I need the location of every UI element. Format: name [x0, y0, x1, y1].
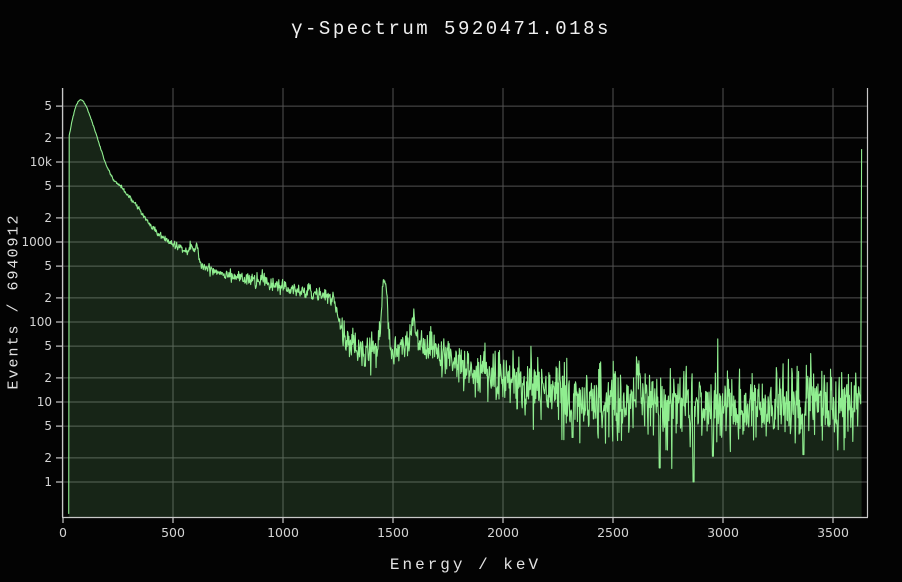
spectrum-trace: [68, 99, 863, 518]
x-tick-label: 0: [59, 525, 67, 540]
y-tick-label: 100: [29, 315, 52, 329]
axis-lines-and-ticks: [56, 88, 869, 523]
y-tick-label: 1000: [21, 235, 52, 249]
y-tick-label: 5: [44, 339, 52, 353]
x-tick-label: 1000: [267, 525, 299, 540]
x-tick-label: 1500: [377, 525, 409, 540]
y-tick-label: 2: [44, 451, 52, 465]
spectrum-line: [68, 99, 863, 514]
y-tick-label: 2: [44, 291, 52, 305]
y-tick-label: 5: [44, 259, 52, 273]
x-tick-label: 2000: [487, 525, 519, 540]
chart-title: γ-Spectrum 5920471.018s: [291, 18, 611, 40]
x-tick-label: 2500: [597, 525, 629, 540]
y-tick-label: 5: [44, 179, 52, 193]
y-tick-label: 5: [44, 419, 52, 433]
spectrum-area-fill: [68, 99, 862, 518]
y-tick-label: 5: [44, 99, 52, 113]
y-tick-label: 10: [37, 395, 52, 409]
grid-lines: [62, 88, 868, 517]
y-tick-label: 10k: [30, 155, 52, 169]
y-tick-label: 2: [44, 211, 52, 225]
y-tick-label: 2: [44, 371, 52, 385]
x-tick-label: 3500: [817, 525, 849, 540]
y-tick-labels: 1 2 5 10 2 5 100 2 5 1000 2 5 10k 2 5: [21, 99, 52, 489]
x-axis-title: Energy / keV: [389, 556, 542, 574]
y-tick-label: 1: [44, 475, 52, 489]
x-tick-label: 3000: [707, 525, 739, 540]
x-tick-label: 500: [161, 525, 185, 540]
y-axis-title: Events / 6940912: [5, 213, 23, 390]
x-tick-labels: 0 500 1000 1500 2000 2500 3000 3500: [59, 525, 849, 540]
y-tick-label: 2: [44, 131, 52, 145]
